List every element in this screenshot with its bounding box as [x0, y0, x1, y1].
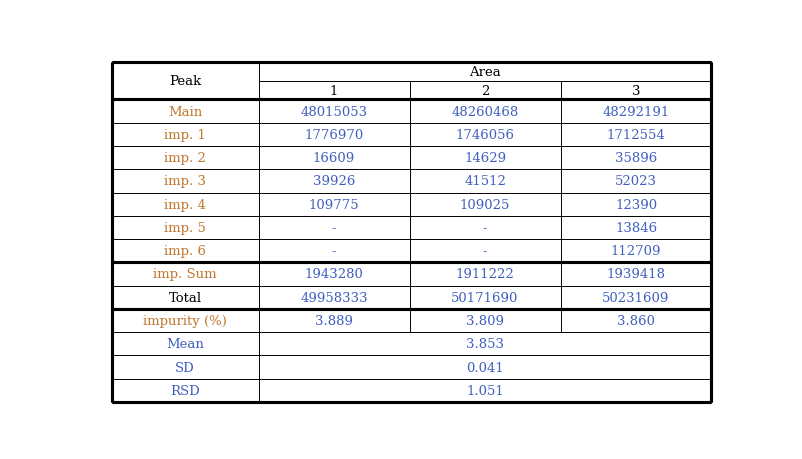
Text: 3: 3 — [631, 84, 639, 97]
Text: 1939418: 1939418 — [606, 268, 665, 281]
Text: 49958333: 49958333 — [300, 291, 367, 304]
Text: imp. 3: imp. 3 — [164, 175, 206, 188]
Text: 52023: 52023 — [614, 175, 656, 188]
Text: 16609: 16609 — [313, 152, 354, 165]
Text: 48015053: 48015053 — [300, 105, 367, 118]
Text: 109775: 109775 — [308, 198, 359, 211]
Text: 35896: 35896 — [614, 152, 656, 165]
Text: 1.051: 1.051 — [466, 384, 504, 397]
Text: imp. 1: imp. 1 — [164, 129, 206, 141]
Text: 48260468: 48260468 — [451, 105, 518, 118]
Text: 1746056: 1746056 — [455, 129, 514, 141]
Text: 1712554: 1712554 — [606, 129, 665, 141]
Text: 1: 1 — [330, 84, 338, 97]
Text: imp. 4: imp. 4 — [164, 198, 206, 211]
Text: Area: Area — [468, 66, 500, 78]
Text: 2: 2 — [480, 84, 488, 97]
Text: imp. 5: imp. 5 — [164, 221, 206, 235]
Text: 3.853: 3.853 — [465, 337, 504, 351]
Text: RSD: RSD — [170, 384, 200, 397]
Text: imp. 2: imp. 2 — [164, 152, 206, 165]
Text: imp. 6: imp. 6 — [164, 245, 206, 257]
Text: -: - — [482, 245, 487, 257]
Text: -: - — [331, 221, 336, 235]
Text: -: - — [482, 221, 487, 235]
Text: 50171690: 50171690 — [451, 291, 518, 304]
Text: imp. Sum: imp. Sum — [153, 268, 217, 281]
Text: 48292191: 48292191 — [602, 105, 669, 118]
Text: 14629: 14629 — [464, 152, 505, 165]
Text: 1776970: 1776970 — [304, 129, 363, 141]
Text: 12390: 12390 — [614, 198, 656, 211]
Text: 1911222: 1911222 — [455, 268, 514, 281]
Text: impurity (%): impurity (%) — [143, 314, 227, 327]
Text: 1943280: 1943280 — [304, 268, 363, 281]
Text: Main: Main — [168, 105, 202, 118]
Text: 109025: 109025 — [460, 198, 509, 211]
Text: Peak: Peak — [168, 75, 201, 88]
Text: 112709: 112709 — [610, 245, 660, 257]
Text: 3.860: 3.860 — [616, 314, 654, 327]
Text: 41512: 41512 — [464, 175, 505, 188]
Text: 3.889: 3.889 — [314, 314, 353, 327]
Text: SD: SD — [175, 361, 195, 374]
Text: 13846: 13846 — [614, 221, 656, 235]
Text: 50231609: 50231609 — [602, 291, 669, 304]
Text: 0.041: 0.041 — [466, 361, 504, 374]
Text: 3.809: 3.809 — [465, 314, 504, 327]
Text: 39926: 39926 — [313, 175, 354, 188]
Text: Total: Total — [168, 291, 201, 304]
Text: Mean: Mean — [166, 337, 204, 351]
Text: -: - — [331, 245, 336, 257]
